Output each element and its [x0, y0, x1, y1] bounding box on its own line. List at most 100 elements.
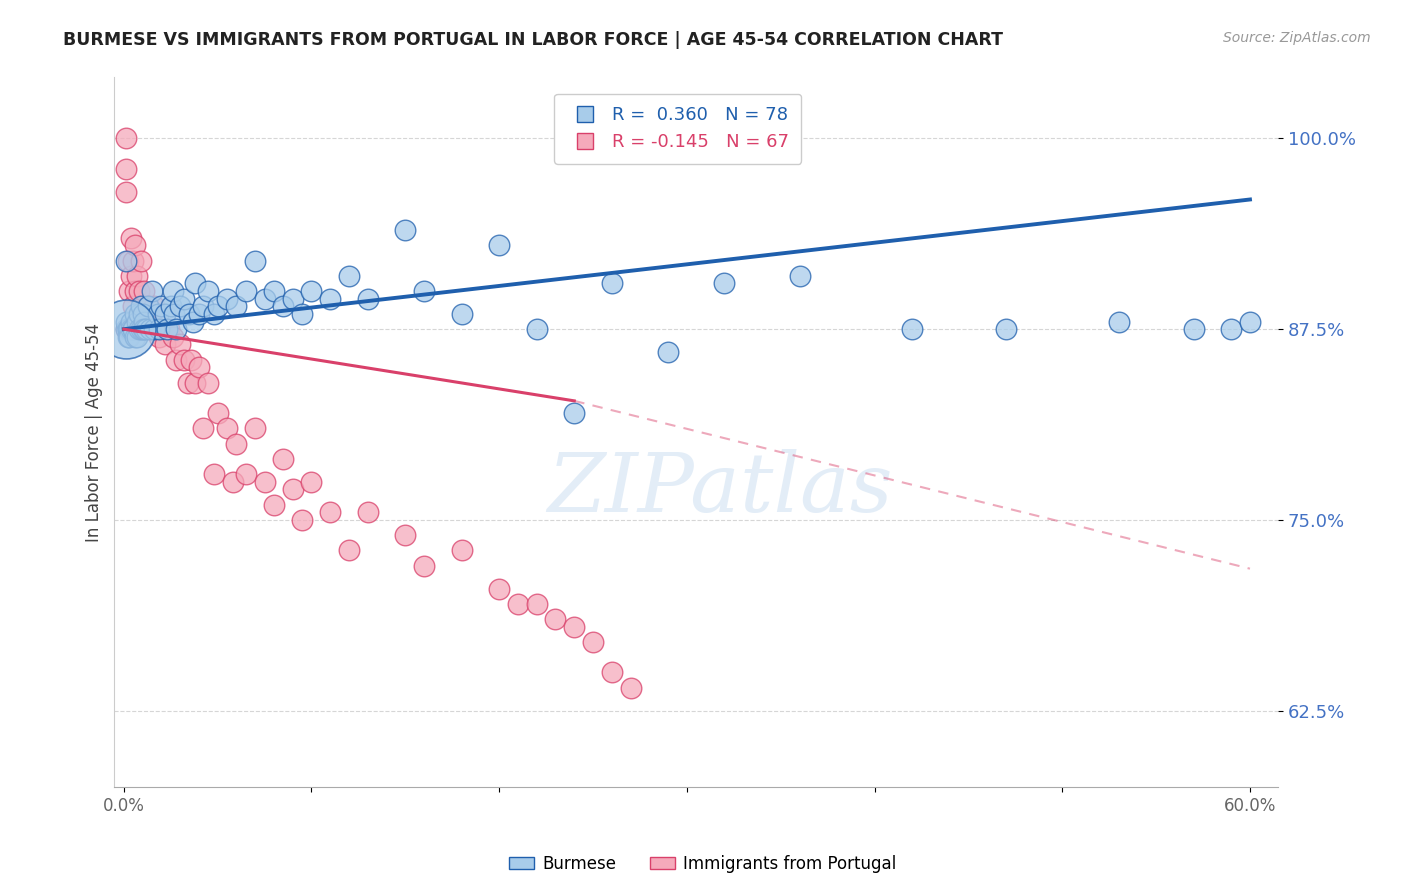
Point	[129, 322, 152, 336]
Point	[118, 284, 141, 298]
Point	[184, 376, 207, 390]
Point	[125, 314, 148, 328]
Point	[191, 421, 214, 435]
Point	[357, 292, 380, 306]
Point	[562, 620, 585, 634]
Point	[122, 299, 145, 313]
Point	[153, 337, 176, 351]
Point	[114, 322, 136, 336]
Point	[169, 337, 191, 351]
Point	[124, 330, 146, 344]
Point	[281, 483, 304, 497]
Point	[136, 299, 159, 313]
Point	[600, 665, 623, 680]
Point	[191, 299, 214, 313]
Point	[135, 314, 157, 328]
Point	[619, 681, 641, 695]
Point	[526, 597, 548, 611]
Point	[337, 268, 360, 283]
Point	[207, 406, 229, 420]
Point	[122, 253, 145, 268]
Point	[163, 307, 186, 321]
Point	[165, 352, 187, 367]
Point	[114, 314, 136, 328]
Point	[129, 253, 152, 268]
Point	[122, 322, 145, 336]
Point	[1239, 314, 1261, 328]
Point	[562, 406, 585, 420]
Point	[179, 307, 201, 321]
Point	[139, 322, 162, 336]
Point	[131, 299, 153, 313]
Point	[901, 322, 924, 336]
Point	[125, 268, 148, 283]
Point	[118, 322, 141, 336]
Point	[114, 253, 136, 268]
Point	[273, 299, 295, 313]
Point	[122, 322, 145, 336]
Point	[243, 253, 266, 268]
Point	[235, 467, 257, 481]
Text: ZIPatlas: ZIPatlas	[547, 449, 893, 529]
Point	[789, 268, 811, 283]
Point	[142, 322, 165, 336]
Point	[136, 299, 159, 313]
Point	[181, 314, 204, 328]
Point	[488, 238, 510, 252]
Point	[124, 284, 146, 298]
Point	[117, 322, 139, 336]
Point	[263, 284, 285, 298]
Point	[273, 451, 295, 466]
Point	[394, 223, 416, 237]
Point	[337, 543, 360, 558]
Point	[159, 299, 181, 313]
Point	[128, 307, 150, 321]
Point	[134, 314, 156, 328]
Point	[131, 322, 153, 336]
Point	[157, 322, 180, 336]
Point	[117, 322, 139, 336]
Point	[319, 505, 342, 519]
Point	[1108, 314, 1130, 328]
Point	[120, 268, 142, 283]
Point	[150, 299, 173, 313]
Point	[124, 307, 146, 321]
Point	[301, 284, 323, 298]
Point	[134, 284, 156, 298]
Point	[150, 322, 173, 336]
Y-axis label: In Labor Force | Age 45-54: In Labor Force | Age 45-54	[86, 323, 103, 541]
Point	[128, 284, 150, 298]
Point	[117, 322, 139, 336]
Point	[173, 352, 195, 367]
Point	[135, 322, 157, 336]
Point	[197, 376, 219, 390]
Point	[225, 299, 247, 313]
Point	[117, 330, 139, 344]
Point	[148, 322, 170, 336]
Point	[162, 330, 184, 344]
Point	[142, 299, 165, 313]
Point	[141, 284, 163, 298]
Point	[994, 322, 1017, 336]
Point	[146, 307, 169, 321]
Point	[120, 314, 142, 328]
Point	[124, 238, 146, 252]
Text: BURMESE VS IMMIGRANTS FROM PORTUGAL IN LABOR FORCE | AGE 45-54 CORRELATION CHART: BURMESE VS IMMIGRANTS FROM PORTUGAL IN L…	[63, 31, 1004, 49]
Point	[114, 322, 136, 336]
Point	[207, 299, 229, 313]
Point	[114, 322, 136, 336]
Point	[131, 322, 153, 336]
Point	[153, 307, 176, 321]
Point	[118, 322, 141, 336]
Point	[141, 314, 163, 328]
Point	[156, 322, 179, 336]
Legend: R =  0.360   N = 78, R = -0.145   N = 67: R = 0.360 N = 78, R = -0.145 N = 67	[554, 94, 801, 164]
Point	[215, 292, 238, 306]
Point	[394, 528, 416, 542]
Point	[215, 421, 238, 435]
Point	[117, 253, 139, 268]
Point	[165, 322, 187, 336]
Point	[263, 498, 285, 512]
Point	[243, 421, 266, 435]
Point	[131, 307, 153, 321]
